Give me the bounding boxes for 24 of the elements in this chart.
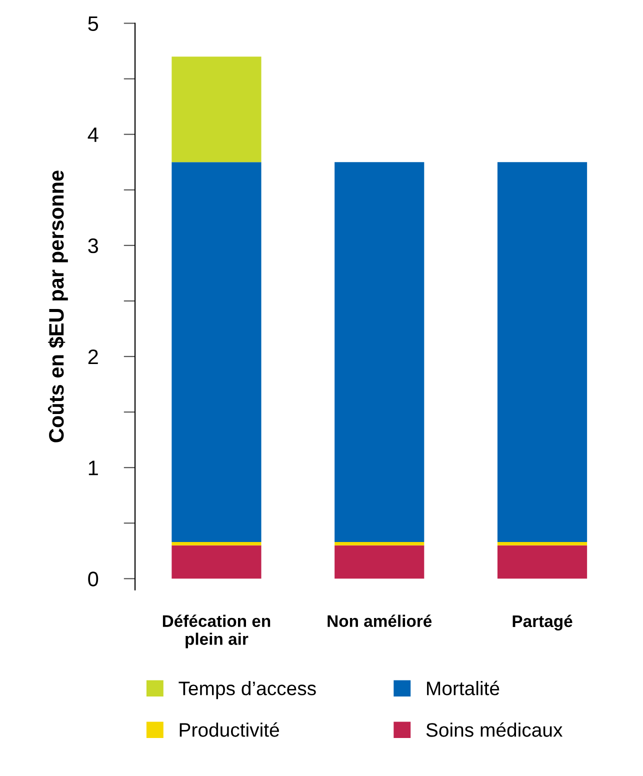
y-axis-title: Coûts en $EU par personne [48, 170, 68, 442]
bar [172, 545, 262, 579]
y-tick-label: 4 [88, 128, 98, 142]
y-tick-label: 0 [88, 572, 98, 586]
bar [334, 545, 424, 579]
y-tick-label: 3 [88, 238, 98, 254]
legend-label: Productivité [180, 722, 279, 737]
legend-label: Soins médicaux [426, 722, 563, 737]
bar [172, 56, 262, 162]
x-tick-label: Défécation en plein air [162, 614, 270, 648]
y-tick-label: 2 [88, 350, 98, 364]
bar [497, 162, 588, 542]
legend-label: Mortalité [427, 680, 500, 696]
bar [497, 542, 588, 546]
x-tick-label: Partagé [512, 614, 572, 631]
y-tick-label: 1 [88, 460, 98, 476]
legend-label: Temps d’access [178, 681, 316, 700]
bar [497, 545, 588, 579]
bar [172, 162, 262, 542]
y-tick-label: 5 [88, 16, 98, 32]
x-tick-label: Non amélioré [328, 614, 432, 627]
bar [172, 542, 262, 546]
bar [334, 162, 424, 542]
bar [334, 542, 424, 546]
